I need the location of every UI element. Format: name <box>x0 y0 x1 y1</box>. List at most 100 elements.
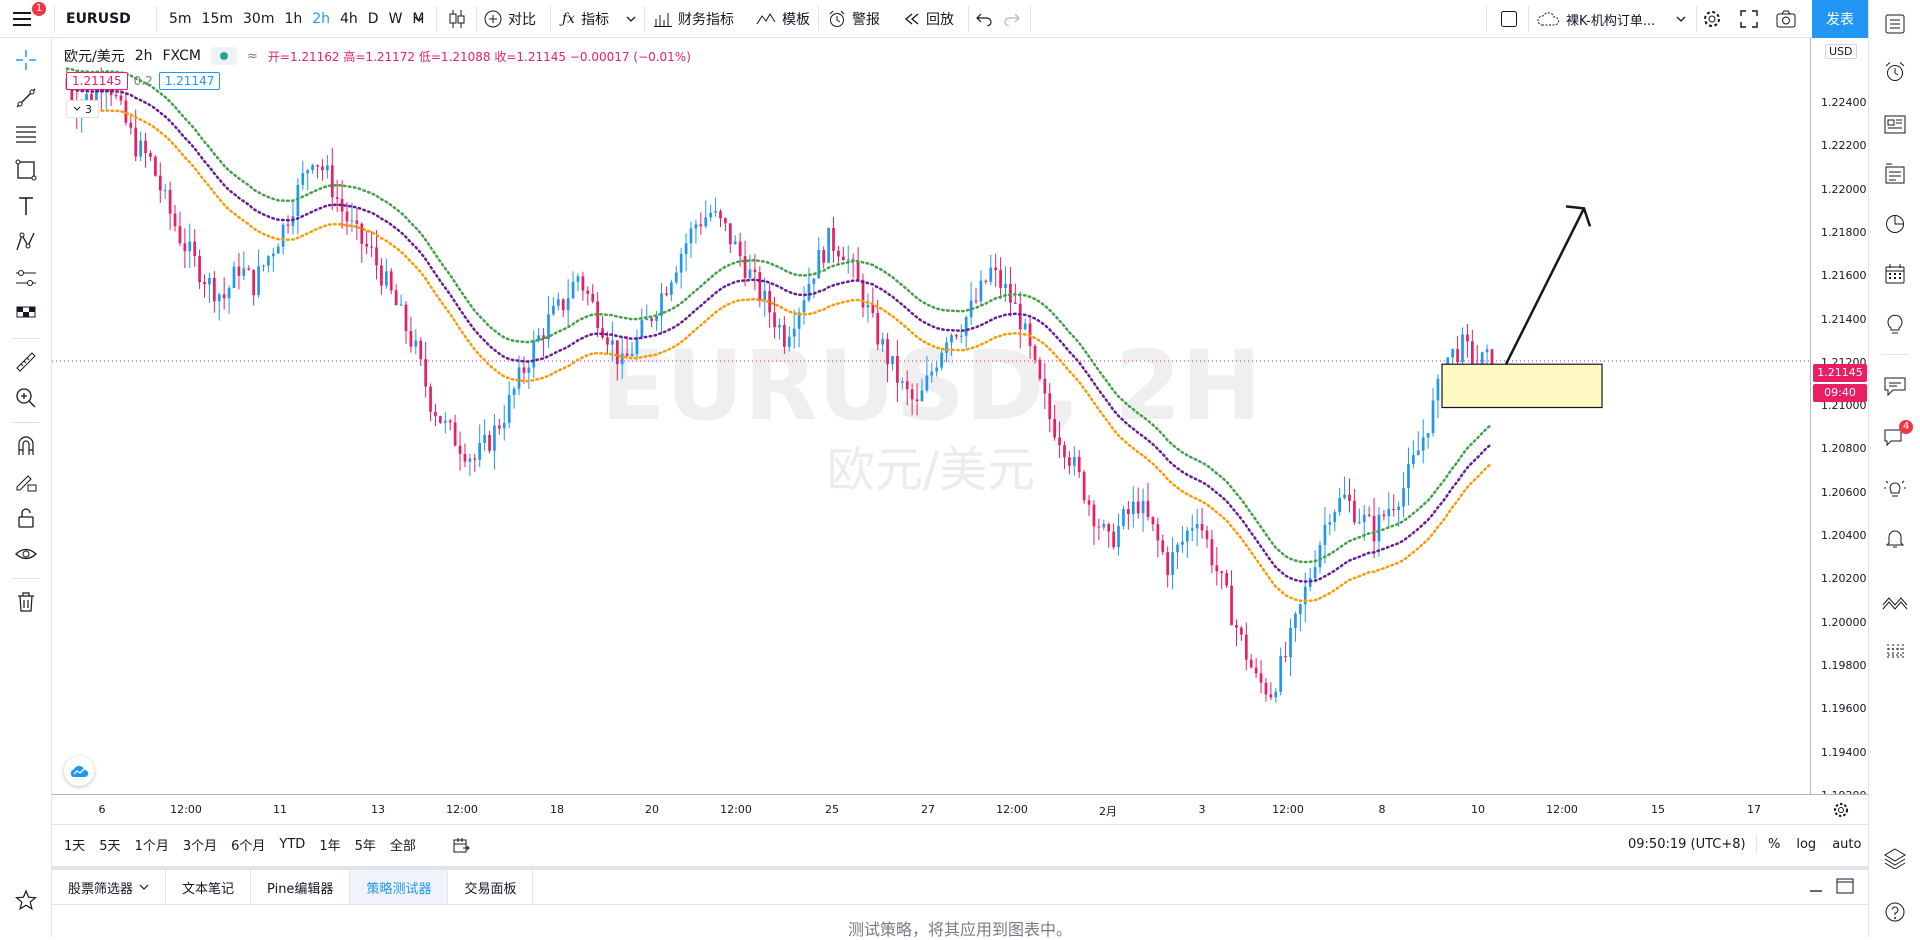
market-status[interactable] <box>210 47 237 65</box>
range-7[interactable]: 5年 <box>354 838 376 854</box>
dom-button[interactable] <box>1879 636 1911 668</box>
bottom-tab-0[interactable]: 股票筛选器 <box>52 870 167 904</box>
percent-scale-button[interactable]: % <box>1768 836 1781 852</box>
range-6[interactable]: 1年 <box>319 838 341 854</box>
candle-body <box>1146 500 1150 517</box>
interval-4h[interactable]: 4h <box>340 11 358 27</box>
minimize-panel-button[interactable] <box>1808 878 1824 898</box>
undo-button[interactable] <box>976 0 992 38</box>
goto-date-button[interactable] <box>452 837 470 857</box>
tradingview-logo-button[interactable] <box>64 756 94 786</box>
measure-tool[interactable] <box>10 346 42 378</box>
news-button[interactable] <box>1879 108 1911 140</box>
shape-tool[interactable] <box>10 154 42 186</box>
alert-button[interactable]: 警报 <box>828 0 880 38</box>
chats-button[interactable] <box>1879 370 1911 402</box>
bottom-tab-4[interactable]: 交易面板 <box>448 870 534 904</box>
interval-W[interactable]: W <box>388 11 403 27</box>
interval-M[interactable]: M <box>412 11 425 27</box>
settings-button[interactable] <box>1702 0 1722 38</box>
trading-button[interactable] <box>1879 586 1911 618</box>
redo-button[interactable] <box>1004 0 1020 38</box>
auto-scale-button[interactable]: auto <box>1832 836 1862 852</box>
range-4[interactable]: 6个月 <box>231 838 266 854</box>
replay-button[interactable]: 回放 <box>904 0 954 38</box>
maximize-panel-button[interactable] <box>1836 878 1854 898</box>
fullscreen-button[interactable] <box>1740 0 1758 38</box>
range-0[interactable]: 1天 <box>64 838 86 854</box>
idea-stream-button[interactable] <box>1879 472 1911 504</box>
fullscreen-select-button[interactable] <box>1500 0 1518 38</box>
snapshot-button[interactable] <box>1776 0 1796 38</box>
symbol-search[interactable]: EURUSD <box>66 11 131 27</box>
indicators-dropdown[interactable] <box>626 0 636 38</box>
help-button[interactable] <box>1879 896 1911 928</box>
icon-tool[interactable] <box>10 298 42 330</box>
fib-tool[interactable] <box>10 118 42 150</box>
time-scale[interactable]: 6 12:00 11 13 12:00 18 20 12:00 25 27 12:00 2月 3 12:0… <box>52 794 1868 824</box>
pattern-tool[interactable] <box>10 226 42 258</box>
arrow-drawing[interactable] <box>1504 205 1592 365</box>
interval-2h[interactable]: 2h <box>312 11 331 27</box>
notifications-button[interactable] <box>1879 522 1911 554</box>
indicators-collapse-button[interactable]: 3 <box>66 100 99 118</box>
ma-orange-line[interactable] <box>65 106 1494 603</box>
ma-purple-line[interactable] <box>65 86 1494 583</box>
interval-1h[interactable]: 1h <box>284 11 303 27</box>
text-tool[interactable] <box>10 190 42 222</box>
stay-drawing-tool[interactable] <box>10 466 42 498</box>
interval-D[interactable]: D <box>367 11 379 27</box>
ideas-button[interactable] <box>1879 308 1911 340</box>
range-3[interactable]: 3个月 <box>182 838 218 854</box>
object-tree-button[interactable] <box>1879 842 1911 874</box>
layout-dropdown[interactable] <box>1676 0 1686 38</box>
compare-button[interactable]: 对比 <box>484 0 536 38</box>
magnet-tool[interactable] <box>10 430 42 462</box>
zoom-tool[interactable] <box>10 382 42 414</box>
calendar-button[interactable] <box>1879 258 1911 290</box>
chart-canvas[interactable] <box>52 38 1810 794</box>
private-chats-button[interactable]: 4 <box>1879 420 1913 452</box>
scale-settings-button[interactable] <box>1832 801 1850 823</box>
legend-symbol[interactable]: 欧元/美元 <box>64 49 125 65</box>
interval-15m[interactable]: 15m <box>201 11 233 27</box>
range-8[interactable]: 全部 <box>389 838 416 854</box>
candle-body <box>945 342 948 353</box>
log-scale-button[interactable]: log <box>1796 836 1817 852</box>
delete-tool[interactable] <box>10 586 42 618</box>
bottom-tab-1[interactable]: 文本笔记 <box>166 870 252 904</box>
clock-display[interactable]: 09:50:19 (UTC+8) <box>1628 836 1746 852</box>
bid-price[interactable]: 1.21145 <box>66 72 128 90</box>
price-scale[interactable]: USD 1.22400 1.22200 1.22000 1.21800 1.21600 1… <box>1810 38 1868 794</box>
range-2[interactable]: 1个月 <box>134 838 169 854</box>
prediction-tool[interactable] <box>10 262 42 294</box>
alerts-panel-button[interactable] <box>1879 56 1911 88</box>
interval-30m[interactable]: 30m <box>243 11 275 27</box>
indicators-button[interactable]: ƒx 指标 <box>562 0 609 38</box>
ask-price[interactable]: 1.21147 <box>158 72 221 90</box>
ma-green-line[interactable] <box>65 67 1494 564</box>
financials-button[interactable]: 财务指标 <box>654 0 734 38</box>
trendline-tool[interactable] <box>10 82 42 114</box>
chart-type-button[interactable] <box>448 0 466 38</box>
range-1[interactable]: 5天 <box>99 838 121 854</box>
menu-button[interactable]: 1 <box>12 0 46 38</box>
crosshair-tool[interactable] <box>10 44 42 76</box>
interval-dropdown[interactable] <box>414 0 424 38</box>
currency-label[interactable]: USD <box>1825 44 1857 59</box>
data-window-button[interactable] <box>1879 158 1911 190</box>
chart-pane[interactable]: EURUSD, 2H 欧元/美元 欧元/美元 2h FXCM ≈ 开=1.211… <box>52 38 1810 794</box>
templates-button[interactable]: 模板 <box>756 0 810 38</box>
publish-button[interactable]: 发表 <box>1812 0 1868 38</box>
watchlist-button[interactable] <box>1879 8 1911 40</box>
hotlists-button[interactable] <box>1879 208 1911 240</box>
favorites-button[interactable] <box>10 884 42 916</box>
interval-5m[interactable]: 5m <box>169 11 192 27</box>
bottom-tab-3[interactable]: 策略测试器 <box>350 870 449 904</box>
lock-tool[interactable] <box>10 502 42 534</box>
layout-button[interactable]: 裸K-机构订单... <box>1536 0 1655 38</box>
range-5[interactable]: YTD <box>279 836 306 852</box>
rectangle-drawing[interactable] <box>1441 363 1603 409</box>
hide-tool[interactable] <box>10 538 42 570</box>
bottom-tab-2[interactable]: Pine编辑器 <box>251 870 351 904</box>
